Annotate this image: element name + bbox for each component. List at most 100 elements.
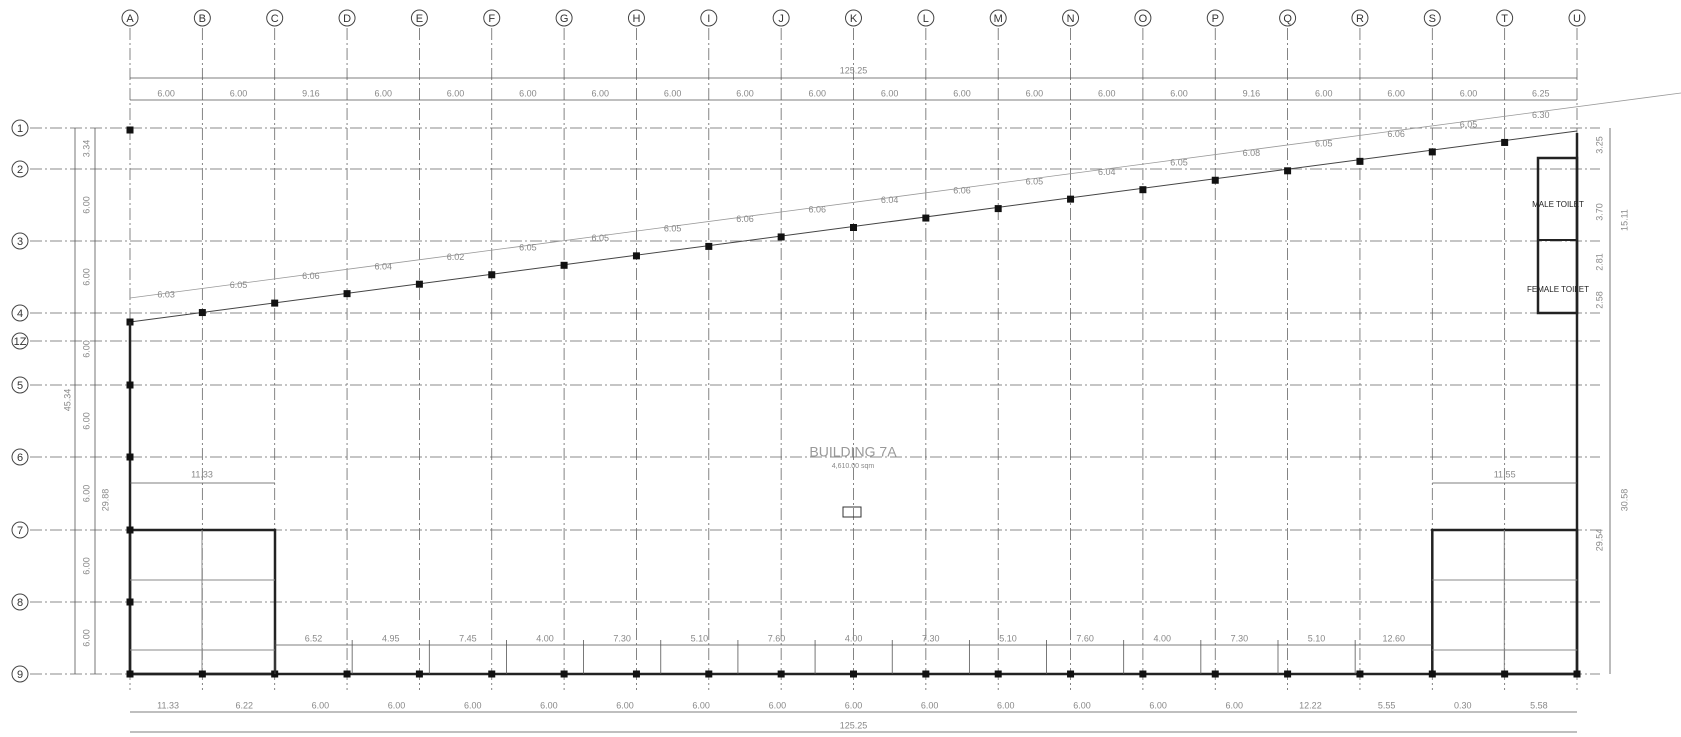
left-total: 29.88	[100, 489, 110, 512]
row-label: 8	[17, 597, 23, 609]
column	[1067, 670, 1075, 678]
column-label: G	[560, 13, 569, 25]
grid-bubble	[700, 9, 718, 27]
left-dim: 6.00	[81, 268, 91, 286]
bay-dim: 6.00	[1026, 88, 1044, 98]
column	[1356, 670, 1364, 678]
bay-dim: 6.00	[881, 88, 899, 98]
row-label: 3	[17, 236, 23, 248]
bay-dim: 6.00	[953, 88, 971, 98]
bay-dim: 6.00	[845, 700, 863, 710]
bay-dim: 6.00	[1098, 88, 1116, 98]
bay-dim: 6.00	[1149, 700, 1167, 710]
bay-dim: 6.22	[235, 700, 253, 710]
grid-bubble	[11, 119, 29, 137]
left-dim: 6.00	[81, 412, 91, 430]
bay-dim: 6.52	[305, 633, 323, 643]
grid-bubble	[1279, 9, 1297, 27]
bay-dim: 7.45	[459, 633, 477, 643]
column	[850, 224, 857, 231]
left-total: 45.34	[62, 389, 72, 412]
bay-dim: 7.30	[922, 633, 940, 643]
bay-dim: 6.00	[616, 700, 634, 710]
diagonal-dim: 6.05	[230, 280, 248, 290]
grid-bubble	[338, 9, 356, 27]
bay-dim: 6.00	[769, 700, 787, 710]
bay-dim: 6.00	[540, 700, 558, 710]
bay-dim: 7.30	[1231, 633, 1249, 643]
column	[994, 670, 1002, 678]
bay-dim: 6.00	[997, 700, 1015, 710]
grid-bubble	[11, 593, 29, 611]
bay-dim: 6.00	[1315, 88, 1333, 98]
grid-bubble	[1496, 9, 1514, 27]
row-label: 1Z	[14, 336, 27, 348]
column	[1211, 670, 1219, 678]
bay-dim: 6.00	[464, 700, 482, 710]
column	[777, 670, 785, 678]
left-dim: 6.00	[81, 629, 91, 647]
column	[1501, 138, 1509, 146]
bay-dim: 6.00	[157, 88, 175, 98]
grid-bubble	[266, 9, 284, 27]
column-label: H	[632, 13, 640, 25]
bay-dim: 6.00	[230, 88, 248, 98]
row-label: 4	[17, 308, 23, 320]
grid-bubble	[1134, 9, 1152, 27]
bay-dim: 6.00	[447, 88, 465, 98]
column	[126, 526, 134, 534]
bay-dim: 12.60	[1382, 633, 1405, 643]
column	[632, 252, 640, 260]
column-label: M	[994, 13, 1003, 25]
diagonal-dim: 6.04	[1098, 167, 1116, 177]
column-label: B	[199, 13, 206, 25]
grid-bubble	[1206, 9, 1224, 27]
diagonal-dim: 6.05	[1026, 176, 1044, 186]
bay-dim: 6.00	[388, 700, 406, 710]
diagonal-dim: 6.06	[953, 186, 971, 196]
right-total: 15.11	[1619, 209, 1629, 231]
bay-dim: 0.30	[1454, 700, 1472, 710]
column	[777, 233, 785, 241]
column	[1501, 670, 1509, 678]
column	[1356, 157, 1364, 165]
diagonal-dim: 6.05	[592, 233, 610, 243]
column	[705, 242, 713, 250]
column	[994, 205, 1002, 213]
grid-bubble	[989, 9, 1007, 27]
right-total: 29.54	[1594, 529, 1604, 552]
grid-bubble	[1423, 9, 1441, 27]
grid-bubble	[845, 9, 862, 27]
grid-bubble	[1351, 9, 1369, 27]
diagonal-dim: 6.06	[1387, 129, 1405, 139]
column	[632, 670, 640, 678]
diagonal-dim: 6.05	[1460, 120, 1478, 130]
block-width: 11.55	[1494, 469, 1516, 479]
diagonal-dim: 6.04	[881, 195, 899, 205]
left-dim: 6.00	[81, 340, 91, 358]
bay-dim: 4.00	[845, 633, 863, 643]
bay-dim: 5.55	[1378, 700, 1396, 710]
column-label: J	[778, 13, 784, 25]
right-total: 30.58	[1619, 489, 1629, 512]
column	[343, 290, 351, 298]
diagonal-dim: 6.02	[447, 252, 465, 262]
grid-bubble	[11, 448, 29, 466]
column-label: Q	[1283, 13, 1292, 25]
diagonal-dim: 6.03	[157, 290, 175, 300]
bay-dim: 12.22	[1299, 700, 1322, 710]
column	[126, 453, 134, 461]
toilet-block	[1536, 156, 1579, 315]
left-dim: 6.00	[81, 196, 91, 214]
column-label: O	[1139, 13, 1148, 25]
left-dim: 6.00	[81, 485, 91, 503]
column-label: D	[343, 13, 351, 25]
bay-dim: 6.00	[519, 88, 537, 98]
bay-dim: 5.58	[1530, 700, 1548, 710]
bay-dim: 5.10	[1308, 633, 1326, 643]
column	[488, 670, 496, 678]
grid-bubble	[772, 9, 790, 27]
column-label: L	[923, 13, 929, 25]
room-label: MALE TOILET	[1532, 200, 1584, 209]
column	[415, 670, 423, 678]
